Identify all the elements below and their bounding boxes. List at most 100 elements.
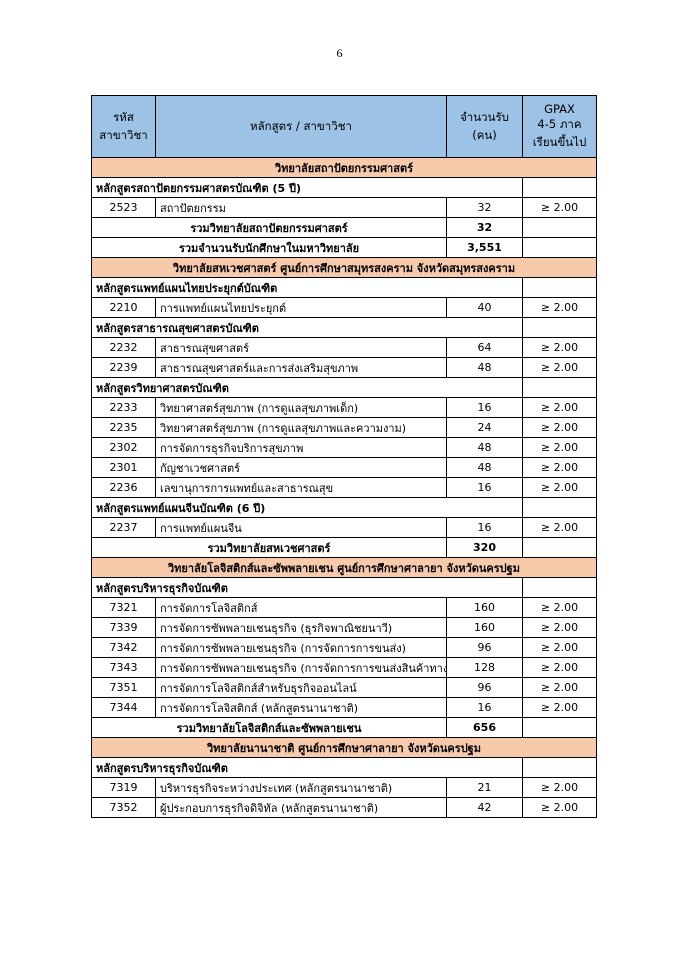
- program-row: หลักสูตรวิทยาศาสตรบัณฑิต: [91, 377, 597, 398]
- gpax: ≥ 2.00: [522, 197, 597, 218]
- major-name: การจัดการโลจิสติกส์: [155, 597, 447, 618]
- empty-cell: [522, 577, 597, 598]
- table-body: วิทยาลัยสถาปัตยกรรมศาสตร์ หลักสูตรสถาปัตย…: [91, 157, 597, 818]
- sum-seats: 656: [446, 717, 523, 738]
- gpax: ≥ 2.00: [522, 397, 597, 418]
- major-code: 2233: [91, 397, 156, 418]
- program-name: หลักสูตรบริหารธุรกิจบัณฑิต: [91, 577, 523, 598]
- item-row: 2236 เลขานุการการแพทย์และสาธารณสุข 16 ≥ 2.0…: [91, 477, 597, 498]
- major-name: ผู้ประกอบการธุรกิจดิจิทัล (หลักสูตรนานาช…: [155, 797, 447, 818]
- program-name: หลักสูตรสถาปัตยกรรมศาสตรบัณฑิต (5 ปี): [91, 177, 523, 198]
- item-row: 7319 บริหารธุรกิจระหว่างประเทศ (หลักสูตรน…: [91, 777, 597, 798]
- empty-cell: [522, 177, 597, 198]
- program-name: หลักสูตรแพทย์แผนจีนบัณฑิต (6 ปี): [91, 497, 523, 518]
- item-row: 7343 การจัดการซัพพลายเชนธุรกิจ (การจัดการ…: [91, 657, 597, 678]
- empty-cell: [522, 377, 597, 398]
- section-row: วิทยาลัยโลจิสติกส์และซัพพลายเชน ศูนย์การ…: [91, 557, 597, 578]
- major-name: เลขานุการการแพทย์และสาธารณสุข: [155, 477, 447, 498]
- gpax: ≥ 2.00: [522, 677, 597, 698]
- column-header: หลักสูตร / สาขาวิชา: [155, 95, 447, 158]
- admission-table: รหัส สาขาวิชา หลักสูตร / สาขาวิชา จำนวนรับ…: [91, 95, 597, 818]
- gpax: ≥ 2.00: [522, 337, 597, 358]
- program-row: หลักสูตรแพทย์แผนจีนบัณฑิต (6 ปี): [91, 497, 597, 518]
- major-name: การจัดการซัพพลายเชนธุรกิจ (การจัดการการข…: [155, 637, 447, 658]
- major-code: 7344: [91, 697, 156, 718]
- major-name: สถาปัตยกรรม: [155, 197, 447, 218]
- sum-label: รวมจำนวนรับนักศึกษาในมหาวิทยาลัย: [91, 237, 447, 258]
- sum-label: รวมวิทยาลัยโลจิสติกส์และซัพพลายเชน: [91, 717, 447, 738]
- item-row: 2235 วิทยาศาสตร์สุขภาพ (การดูแลสุขภาพและค…: [91, 417, 597, 438]
- seats: 16: [446, 697, 523, 718]
- seats: 48: [446, 437, 523, 458]
- seats: 21: [446, 777, 523, 798]
- gpax: ≥ 2.00: [522, 417, 597, 438]
- sum-seats: 320: [446, 537, 523, 558]
- seats: 96: [446, 637, 523, 658]
- sum-seats: 3,551: [446, 237, 523, 258]
- gpax: ≥ 2.00: [522, 517, 597, 538]
- gpax: ≥ 2.00: [522, 777, 597, 798]
- program-name: หลักสูตรแพทย์แผนไทยประยุกต์บัณฑิต: [91, 277, 523, 298]
- item-row: 2301 กัญชาเวชศาสตร์ 48 ≥ 2.00: [91, 457, 597, 478]
- program-name: หลักสูตรวิทยาศาสตรบัณฑิต: [91, 377, 523, 398]
- seats: 24: [446, 417, 523, 438]
- faculty-name: วิทยาลัยโลจิสติกส์และซัพพลายเชน ศูนย์การ…: [91, 557, 597, 578]
- major-code: 7342: [91, 637, 156, 658]
- major-code: 2210: [91, 297, 156, 318]
- major-code: 2302: [91, 437, 156, 458]
- major-code: 7351: [91, 677, 156, 698]
- major-name: การจัดการโลจิสติกส์ (หลักสูตรนานาชาติ): [155, 697, 447, 718]
- item-row: 2233 วิทยาศาสตร์สุขภาพ (การดูแลสุขภาพเด็ก…: [91, 397, 597, 418]
- column-header: จำนวนรับ (คน): [446, 95, 523, 158]
- sum-row: รวมวิทยาลัยสหเวชศาสตร์ 320: [91, 537, 597, 558]
- sum-seats: 32: [446, 217, 523, 238]
- major-code: 2232: [91, 337, 156, 358]
- gpax: ≥ 2.00: [522, 477, 597, 498]
- major-name: บริหารธุรกิจระหว่างประเทศ (หลักสูตรนานาช…: [155, 777, 447, 798]
- program-name: หลักสูตรสาธารณสุขศาสตรบัณฑิต: [91, 317, 523, 338]
- program-row: หลักสูตรบริหารธุรกิจบัณฑิต: [91, 757, 597, 778]
- column-header: รหัส สาขาวิชา: [91, 95, 156, 158]
- seats: 48: [446, 457, 523, 478]
- gpax: ≥ 2.00: [522, 797, 597, 818]
- seats: 128: [446, 657, 523, 678]
- seats: 96: [446, 677, 523, 698]
- item-row: 7321 การจัดการโลจิสติกส์ 160 ≥ 2.00: [91, 597, 597, 618]
- gpax: ≥ 2.00: [522, 297, 597, 318]
- item-row: 7352 ผู้ประกอบการธุรกิจดิจิทัล (หลักสูตรน…: [91, 797, 597, 818]
- item-row: 7351 การจัดการโลจิสติกส์สำหรับธุรกิจออนไล…: [91, 677, 597, 698]
- seats: 40: [446, 297, 523, 318]
- item-row: 2210 การแพทย์แผนไทยประยุกต์ 40 ≥ 2.00: [91, 297, 597, 318]
- major-name: วิทยาศาสตร์สุขภาพ (การดูแลสุขภาพและความง…: [155, 417, 447, 438]
- major-name: สาธารณสุขศาสตร์และการส่งเสริมสุขภาพ: [155, 357, 447, 378]
- gpax: ≥ 2.00: [522, 597, 597, 618]
- empty-cell: [522, 497, 597, 518]
- seats: 32: [446, 197, 523, 218]
- major-code: 2237: [91, 517, 156, 538]
- major-code: 7339: [91, 617, 156, 638]
- major-name: สาธารณสุขศาสตร์: [155, 337, 447, 358]
- empty-cell: [522, 537, 597, 558]
- seats: 16: [446, 477, 523, 498]
- major-name: การแพทย์แผนไทยประยุกต์: [155, 297, 447, 318]
- seats: 160: [446, 597, 523, 618]
- sum-label: รวมวิทยาลัยสหเวชศาสตร์: [91, 537, 447, 558]
- major-code: 7319: [91, 777, 156, 798]
- gpax: ≥ 2.00: [522, 617, 597, 638]
- item-row: 2237 การแพทย์แผนจีน 16 ≥ 2.00: [91, 517, 597, 538]
- seats: 160: [446, 617, 523, 638]
- empty-cell: [522, 757, 597, 778]
- seats: 42: [446, 797, 523, 818]
- major-code: 7321: [91, 597, 156, 618]
- page-number: 6: [336, 46, 343, 60]
- major-code: 2236: [91, 477, 156, 498]
- sum-row: รวมวิทยาลัยสถาปัตยกรรมศาสตร์ 32: [91, 217, 597, 238]
- faculty-name: วิทยาลัยสถาปัตยกรรมศาสตร์: [91, 157, 597, 178]
- item-row: 2523 สถาปัตยกรรม 32 ≥ 2.00: [91, 197, 597, 218]
- seats: 16: [446, 517, 523, 538]
- major-name: วิทยาศาสตร์สุขภาพ (การดูแลสุขภาพเด็ก): [155, 397, 447, 418]
- empty-cell: [522, 237, 597, 258]
- gpax: ≥ 2.00: [522, 437, 597, 458]
- empty-cell: [522, 277, 597, 298]
- sum-row: รวมจำนวนรับนักศึกษาในมหาวิทยาลัย 3,551: [91, 237, 597, 258]
